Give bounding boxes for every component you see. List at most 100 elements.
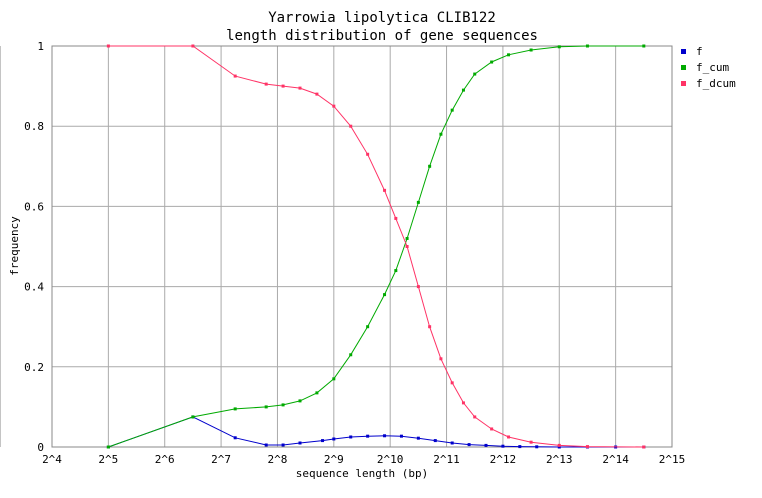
series-f bbox=[106, 415, 646, 449]
data-point bbox=[349, 435, 353, 439]
data-point bbox=[535, 445, 539, 449]
data-point bbox=[321, 439, 325, 443]
legend-label: f_cum bbox=[696, 61, 729, 74]
data-point bbox=[507, 435, 511, 439]
data-point bbox=[585, 44, 589, 48]
data-point bbox=[233, 407, 237, 411]
grid-lines bbox=[52, 46, 672, 447]
data-point bbox=[315, 92, 319, 96]
data-point bbox=[461, 88, 465, 92]
data-point bbox=[484, 443, 488, 447]
data-point bbox=[490, 60, 494, 64]
data-point bbox=[473, 415, 477, 419]
data-point bbox=[450, 381, 454, 385]
data-point bbox=[518, 445, 522, 449]
series-f-dcum bbox=[106, 44, 646, 449]
data-point bbox=[281, 84, 285, 88]
data-point bbox=[490, 427, 494, 431]
data-point bbox=[366, 152, 370, 156]
data-point bbox=[383, 293, 387, 297]
data-point bbox=[557, 45, 561, 49]
y-tick-labels: 0 0.2 0.4 0.6 0.8 1 bbox=[24, 40, 44, 454]
data-point bbox=[315, 391, 319, 395]
data-point bbox=[473, 72, 477, 76]
data-point bbox=[529, 48, 533, 52]
x-tick-label: 2^10 bbox=[377, 453, 404, 466]
data-point bbox=[366, 325, 370, 329]
chart-title-line-1: Yarrowia lipolytica CLIB122 bbox=[268, 10, 496, 26]
data-point bbox=[642, 445, 646, 449]
data-point bbox=[233, 74, 237, 78]
data-point bbox=[557, 445, 561, 449]
data-point bbox=[467, 443, 471, 447]
x-tick-label: 2^15 bbox=[659, 453, 686, 466]
plot-frame bbox=[51, 45, 673, 448]
series-line-f-cum bbox=[108, 45, 644, 448]
data-point bbox=[349, 353, 353, 357]
data-point bbox=[332, 377, 336, 381]
data-point bbox=[405, 245, 409, 248]
data-point bbox=[529, 440, 533, 444]
data-point bbox=[298, 441, 302, 445]
chart-title-line-2: length distribution of gene sequences bbox=[226, 28, 538, 44]
y-tick-label: 1 bbox=[37, 40, 44, 53]
legend-marker bbox=[681, 65, 686, 70]
legend-label: f_dcum bbox=[696, 77, 736, 90]
x-tick-label: 2^4 bbox=[42, 453, 62, 466]
data-point bbox=[428, 325, 432, 329]
data-point bbox=[106, 445, 110, 449]
data-point bbox=[450, 441, 454, 445]
data-point bbox=[298, 86, 302, 90]
data-point bbox=[383, 188, 387, 192]
x-axis-label: sequence length (bp) bbox=[296, 467, 428, 480]
x-tick-labels: 2^4 2^5 2^6 2^7 2^8 2^9 2^10 2^11 2^12 2^13 2^14 2^… bbox=[42, 453, 685, 466]
data-point bbox=[461, 401, 465, 405]
legend-marker bbox=[681, 81, 686, 86]
data-point bbox=[501, 444, 505, 448]
y-tick-label: 0.6 bbox=[24, 200, 44, 213]
data-point bbox=[264, 443, 268, 447]
y-tick-label: 0.4 bbox=[24, 281, 44, 294]
data-point bbox=[405, 236, 409, 240]
x-tick-label: 2^14 bbox=[602, 453, 629, 466]
legend-item-f-cum: f_cum bbox=[681, 61, 729, 74]
data-point bbox=[264, 82, 268, 86]
data-point bbox=[399, 434, 403, 438]
data-point bbox=[332, 437, 336, 441]
data-point bbox=[439, 357, 443, 361]
data-point bbox=[233, 436, 237, 440]
data-point bbox=[394, 269, 398, 273]
data-point bbox=[191, 44, 195, 48]
y-tick-label: 0.2 bbox=[24, 361, 44, 374]
legend-label: f bbox=[696, 45, 703, 58]
data-point bbox=[416, 200, 420, 204]
data-point bbox=[349, 124, 353, 128]
data-point bbox=[366, 434, 370, 438]
x-tick-label: 2^7 bbox=[211, 453, 231, 466]
data-point bbox=[450, 108, 454, 112]
data-point bbox=[557, 443, 561, 447]
legend: f f_cum f_dcum bbox=[681, 45, 736, 90]
y-tick-label: 0.8 bbox=[24, 120, 44, 133]
data-point bbox=[428, 164, 432, 168]
legend-marker bbox=[681, 49, 686, 54]
legend-item-f: f bbox=[681, 45, 703, 58]
y-axis-label: frequency bbox=[8, 216, 21, 276]
data-point bbox=[416, 436, 420, 440]
series-f-cum bbox=[106, 44, 646, 449]
series-line-f-dcum bbox=[108, 45, 644, 448]
data-point bbox=[106, 44, 110, 48]
data-point bbox=[264, 405, 268, 409]
x-tick-label: 2^6 bbox=[155, 453, 175, 466]
data-point bbox=[383, 434, 387, 438]
data-point bbox=[642, 44, 646, 48]
data-point bbox=[281, 443, 285, 447]
series-group bbox=[106, 44, 646, 449]
data-point bbox=[585, 445, 589, 449]
data-point bbox=[191, 415, 195, 419]
data-point bbox=[433, 439, 437, 443]
x-tick-label: 2^12 bbox=[490, 453, 517, 466]
series-line-f bbox=[108, 416, 644, 448]
x-tick-label: 2^8 bbox=[268, 453, 288, 466]
